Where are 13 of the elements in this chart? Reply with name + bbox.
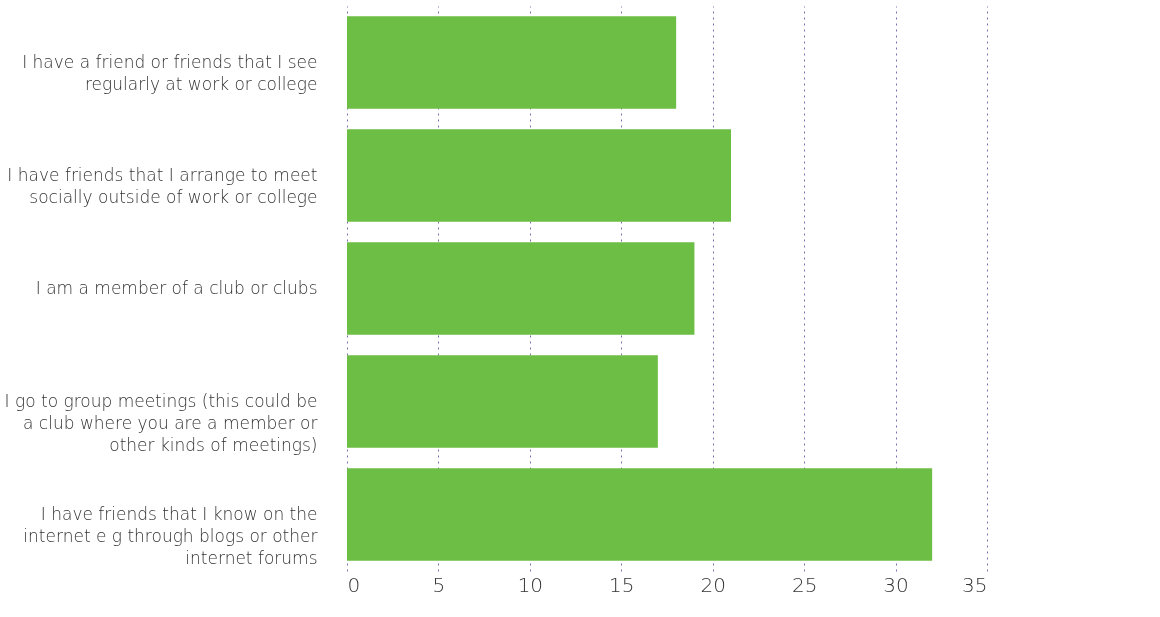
- y-tick-label: I am a member of a club or clubs: [35, 277, 318, 298]
- x-tick-label: 30: [883, 572, 909, 597]
- x-tick-label: 20: [700, 572, 726, 597]
- x-tick-label: 5: [432, 572, 446, 597]
- y-tick-label: I have friends that I arrange to meet socially outside of work or college: [7, 164, 318, 207]
- x-tick-label: 10: [517, 572, 544, 597]
- x-tick-label: 15: [609, 572, 635, 597]
- x-tick-label: 35: [962, 572, 988, 597]
- x-tick-label: 25: [791, 572, 818, 597]
- y-tick-label: I have a friend or friends that I see regularly at work or college: [22, 51, 318, 94]
- x-tick-label: 0: [347, 572, 361, 597]
- y-tick-label: I go to group meetings (this could be a club where you are a member or other kinds of meetings): [4, 390, 318, 455]
- y-tick-label: I have friends that I know on the internet e g through blogs or other internet forums: [23, 503, 318, 568]
